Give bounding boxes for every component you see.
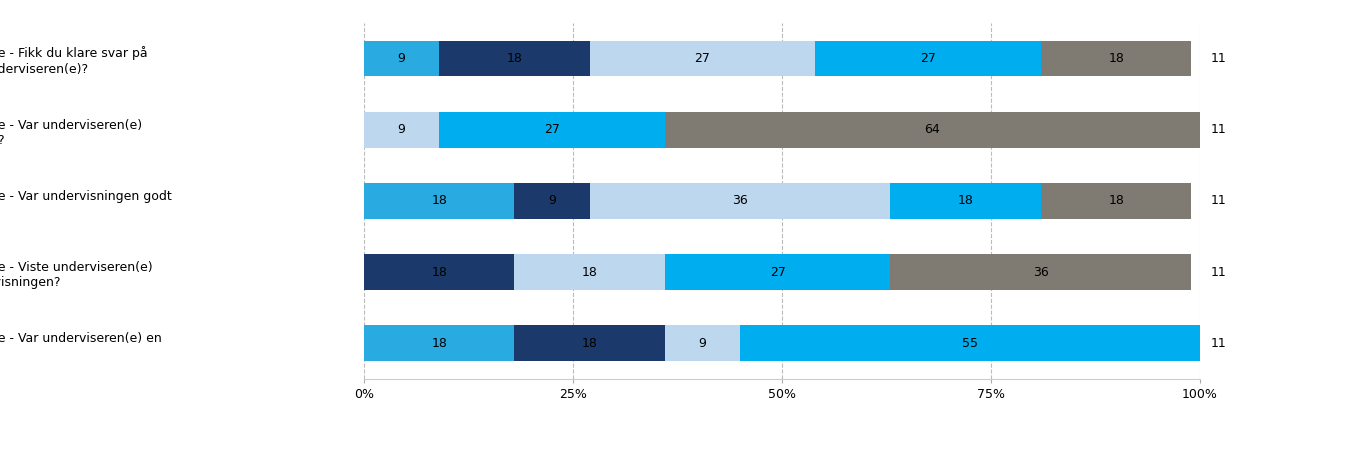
Bar bbox=[891, 254, 1192, 290]
Bar bbox=[364, 254, 515, 290]
Bar bbox=[665, 254, 891, 290]
Text: 9: 9 bbox=[698, 337, 706, 350]
Bar bbox=[439, 112, 665, 148]
Text: 11: 11 bbox=[1211, 195, 1227, 207]
Bar bbox=[1041, 41, 1192, 76]
Text: 18: 18 bbox=[1108, 52, 1124, 65]
Bar bbox=[439, 41, 589, 76]
Text: 18: 18 bbox=[431, 266, 448, 279]
Text: 18: 18 bbox=[958, 195, 973, 207]
Text: 27: 27 bbox=[921, 52, 936, 65]
Text: 55: 55 bbox=[962, 337, 977, 350]
Bar bbox=[665, 112, 1200, 148]
Bar bbox=[515, 325, 665, 361]
Bar bbox=[740, 325, 1200, 361]
Text: 64: 64 bbox=[925, 123, 940, 136]
Text: 11: 11 bbox=[1211, 52, 1227, 65]
Text: 9: 9 bbox=[398, 52, 406, 65]
Text: 9: 9 bbox=[398, 123, 406, 136]
Text: 18: 18 bbox=[431, 195, 448, 207]
Bar bbox=[515, 254, 665, 290]
Bar bbox=[589, 41, 816, 76]
Text: 27: 27 bbox=[694, 52, 710, 65]
Text: 27: 27 bbox=[545, 123, 559, 136]
Text: 9: 9 bbox=[549, 195, 555, 207]
Bar bbox=[891, 183, 1041, 219]
Bar bbox=[364, 112, 439, 148]
Bar bbox=[364, 183, 515, 219]
Text: 27: 27 bbox=[770, 266, 786, 279]
Bar bbox=[665, 325, 740, 361]
Bar bbox=[589, 183, 891, 219]
Text: 18: 18 bbox=[431, 337, 448, 350]
Text: 18: 18 bbox=[582, 266, 597, 279]
Bar bbox=[816, 41, 1041, 76]
Text: 18: 18 bbox=[582, 337, 597, 350]
Text: 11: 11 bbox=[1211, 123, 1227, 136]
Text: 11: 11 bbox=[1211, 266, 1227, 279]
Bar bbox=[1041, 183, 1192, 219]
Text: 36: 36 bbox=[1033, 266, 1049, 279]
Text: 11: 11 bbox=[1211, 337, 1227, 350]
Text: 18: 18 bbox=[1108, 195, 1124, 207]
Bar bbox=[364, 41, 439, 76]
Bar bbox=[364, 325, 515, 361]
Text: 36: 36 bbox=[732, 195, 748, 207]
Bar bbox=[515, 183, 589, 219]
Text: 18: 18 bbox=[507, 52, 522, 65]
